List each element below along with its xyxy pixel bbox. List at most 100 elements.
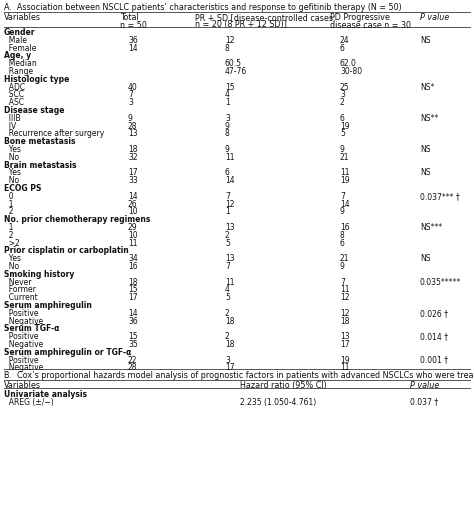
Text: P value: P value (410, 381, 439, 390)
Text: Positive: Positive (4, 309, 38, 318)
Text: Current: Current (4, 293, 38, 302)
Text: Recurrence after surgery: Recurrence after surgery (4, 129, 104, 138)
Text: 60.5: 60.5 (225, 59, 242, 68)
Text: 19: 19 (340, 356, 350, 365)
Text: 3: 3 (128, 98, 133, 107)
Text: 1: 1 (4, 223, 13, 232)
Text: NS: NS (420, 254, 430, 263)
Text: Variables: Variables (4, 14, 41, 23)
Text: 5: 5 (225, 238, 230, 248)
Text: 21: 21 (340, 153, 349, 162)
Text: 4: 4 (225, 91, 230, 100)
Text: 18: 18 (128, 278, 137, 287)
Text: 17: 17 (128, 168, 137, 178)
Text: SCC: SCC (4, 91, 24, 100)
Text: 47-76: 47-76 (225, 67, 247, 76)
Text: 3: 3 (225, 356, 230, 365)
Text: 11: 11 (340, 286, 349, 294)
Text: 10: 10 (128, 231, 137, 240)
Text: 2: 2 (225, 309, 230, 318)
Text: 30-80: 30-80 (340, 67, 362, 76)
Text: Yes: Yes (4, 145, 21, 154)
Text: 1: 1 (4, 200, 13, 209)
Text: Former: Former (4, 286, 36, 294)
Text: Yes: Yes (4, 168, 21, 178)
Text: 33: 33 (128, 176, 138, 185)
Text: 32: 32 (128, 153, 137, 162)
Text: 12: 12 (225, 36, 235, 45)
Text: 0.035*****: 0.035***** (420, 278, 461, 287)
Text: Male: Male (4, 36, 27, 45)
Text: 7: 7 (340, 278, 345, 287)
Text: 18: 18 (225, 316, 235, 325)
Text: 15: 15 (128, 332, 137, 341)
Text: 12: 12 (225, 200, 235, 209)
Text: n = 20 (8 PR + 12 SD)]: n = 20 (8 PR + 12 SD)] (195, 20, 287, 29)
Text: NS: NS (420, 36, 430, 45)
Text: 7: 7 (225, 192, 230, 201)
Text: Bone metastasis: Bone metastasis (4, 137, 75, 146)
Text: Prior cisplatin or carboplatin: Prior cisplatin or carboplatin (4, 246, 129, 255)
Text: 5: 5 (225, 293, 230, 302)
Text: NS**: NS** (420, 114, 438, 123)
Text: >2: >2 (4, 238, 20, 248)
Text: 40: 40 (128, 83, 138, 92)
Text: Range: Range (4, 67, 33, 76)
Text: 26: 26 (128, 200, 137, 209)
Text: Smoking history: Smoking history (4, 270, 74, 279)
Text: 9: 9 (340, 145, 345, 154)
Text: Serum amphiregulin: Serum amphiregulin (4, 301, 92, 310)
Text: No. prior chemotherapy regimens: No. prior chemotherapy regimens (4, 215, 150, 224)
Text: 12: 12 (340, 309, 349, 318)
Text: 6: 6 (340, 43, 345, 52)
Text: 24: 24 (340, 36, 350, 45)
Text: 11: 11 (340, 364, 349, 373)
Text: 2: 2 (4, 208, 13, 216)
Text: 0.014 †: 0.014 † (420, 332, 448, 341)
Text: Never: Never (4, 278, 31, 287)
Text: Age, y: Age, y (4, 51, 31, 60)
Text: Serum TGF-α: Serum TGF-α (4, 324, 59, 333)
Text: Univariate analysis: Univariate analysis (4, 390, 87, 399)
Text: ECOG PS: ECOG PS (4, 184, 41, 193)
Text: 6: 6 (225, 168, 230, 178)
Text: Serum amphiregulin or TGF-α: Serum amphiregulin or TGF-α (4, 348, 131, 357)
Text: PR + SD [disease-controlled cases;: PR + SD [disease-controlled cases; (195, 14, 336, 23)
Text: Gender: Gender (4, 28, 36, 37)
Text: 11: 11 (128, 238, 137, 248)
Text: 17: 17 (225, 364, 235, 373)
Text: 14: 14 (225, 176, 235, 185)
Text: B.  Cox’s proportional hazards model analysis of prognostic factors in patients : B. Cox’s proportional hazards model anal… (4, 371, 474, 380)
Text: 2: 2 (340, 98, 345, 107)
Text: 18: 18 (128, 145, 137, 154)
Text: 11: 11 (225, 153, 235, 162)
Text: 13: 13 (225, 254, 235, 263)
Text: 14: 14 (128, 43, 137, 52)
Text: 19: 19 (340, 176, 350, 185)
Text: NS: NS (420, 145, 430, 154)
Text: 10: 10 (128, 208, 137, 216)
Text: 15: 15 (128, 286, 137, 294)
Text: 17: 17 (340, 340, 350, 349)
Text: 1: 1 (225, 98, 230, 107)
Text: 21: 21 (340, 254, 349, 263)
Text: 14: 14 (128, 192, 137, 201)
Text: disease case n = 30: disease case n = 30 (330, 20, 411, 29)
Text: Variables: Variables (4, 381, 41, 390)
Text: 29: 29 (128, 223, 137, 232)
Text: Female: Female (4, 43, 36, 52)
Text: 15: 15 (225, 83, 235, 92)
Text: 17: 17 (128, 293, 137, 302)
Text: 62.0: 62.0 (340, 59, 357, 68)
Text: ASC: ASC (4, 98, 24, 107)
Text: 16: 16 (340, 223, 350, 232)
Text: 14: 14 (128, 309, 137, 318)
Text: 35: 35 (128, 340, 138, 349)
Text: Disease stage: Disease stage (4, 106, 64, 115)
Text: 13: 13 (340, 332, 350, 341)
Text: 14: 14 (340, 200, 350, 209)
Text: 28: 28 (128, 364, 137, 373)
Text: 18: 18 (225, 340, 235, 349)
Text: Negative: Negative (4, 316, 43, 325)
Text: 36: 36 (128, 316, 138, 325)
